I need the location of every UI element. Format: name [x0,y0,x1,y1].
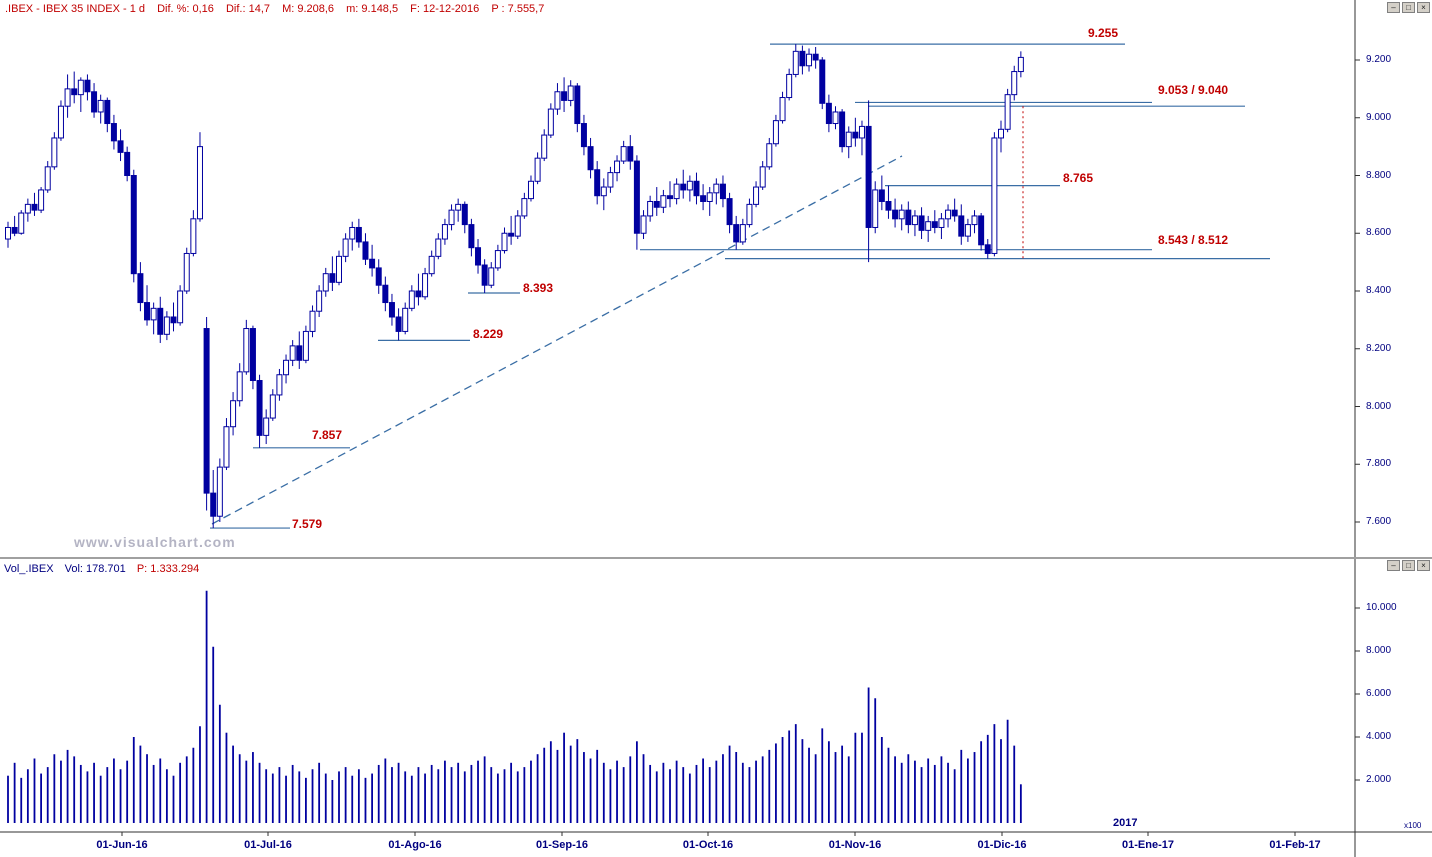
price-axis-label: 8.600 [1366,227,1392,239]
minimize-icon[interactable]: – [1387,560,1400,571]
level-label: 7.579 [292,517,323,532]
instrument-label: .IBEX - IBEX 35 INDEX - 1 d [5,3,145,15]
volume-axis-label: 10.000 [1366,602,1397,613]
price-axis-label: 8.200 [1366,342,1392,354]
price-axis-label: 9.000 [1366,111,1392,123]
level-label: 8.543 / 8.512 [1158,232,1229,247]
time-axis-label: 01-Ago-16 [388,839,442,851]
year-label: 2017 [1113,817,1138,829]
volume-p-value: P: 1.333.294 [136,563,200,575]
time-axis-label: 01-Jul-16 [244,839,292,851]
time-axis-label: 01-Sep-16 [536,839,588,851]
time-axis-label: 01-Dic-16 [977,839,1027,851]
price-axis-label: 8.400 [1366,285,1392,296]
chart-title: .IBEX - IBEX 35 INDEX - 1 d Dif. %: 0,16… [5,3,553,15]
level-label: 8.393 [523,281,554,296]
level-label: 9.255 [1088,26,1119,41]
volume-axis-label: 4.000 [1366,731,1392,742]
price-axis-label: 7.600 [1366,516,1392,527]
minimize-icon[interactable]: – [1387,2,1400,13]
min-value: m: 9.148,5 [346,3,399,15]
time-axis-label: 01-Nov-16 [828,839,882,851]
volume-axis-label: 6.000 [1366,688,1392,699]
date-value: F: 12-12-2016 [410,3,480,15]
dif-value: Dif.: 14,7 [225,3,271,15]
price-axis-label: 8.800 [1366,169,1392,181]
restore-icon[interactable]: □ [1402,560,1415,571]
price-axis-label: 8.000 [1366,400,1392,412]
volume-series-label: Vol_.IBEX [4,563,54,575]
watermark: www.visualchart.com [74,534,236,550]
volume-scale-note: x100 [1404,821,1422,830]
level-label: 7.857 [312,427,343,442]
restore-icon[interactable]: □ [1402,2,1415,13]
price-axis-label: 9.200 [1366,54,1392,65]
time-axis-label: 01-Feb-17 [1269,839,1321,851]
level-label: 9.053 / 9.040 [1158,83,1229,98]
volume-panel-title: Vol_.IBEX Vol: 178.701 P: 1.333.294 [4,563,207,575]
volume-panel-window-controls: – □ × [1387,560,1430,571]
time-axis-label: 01-Oct-16 [682,839,734,851]
p-value: P : 7.555,7 [491,3,545,15]
volume-axis-label: 2.000 [1366,774,1392,785]
volume-axis-label: 8.000 [1366,645,1392,656]
price-panel-window-controls: – □ × [1387,2,1430,13]
price-axis-label: 7.800 [1366,458,1392,470]
dif-pct-value: Dif. %: 0,16 [157,3,214,15]
volume-value: Vol: 178.701 [64,563,126,575]
time-axis-label: 01-Ene-17 [1122,839,1174,851]
close-icon[interactable]: × [1417,2,1430,13]
close-icon[interactable]: × [1417,560,1430,571]
level-label: 8.229 [473,327,504,342]
level-label: 8.765 [1063,170,1094,185]
max-value: M: 9.208,6 [282,3,335,15]
time-axis-label: 01-Jun-16 [96,839,148,851]
